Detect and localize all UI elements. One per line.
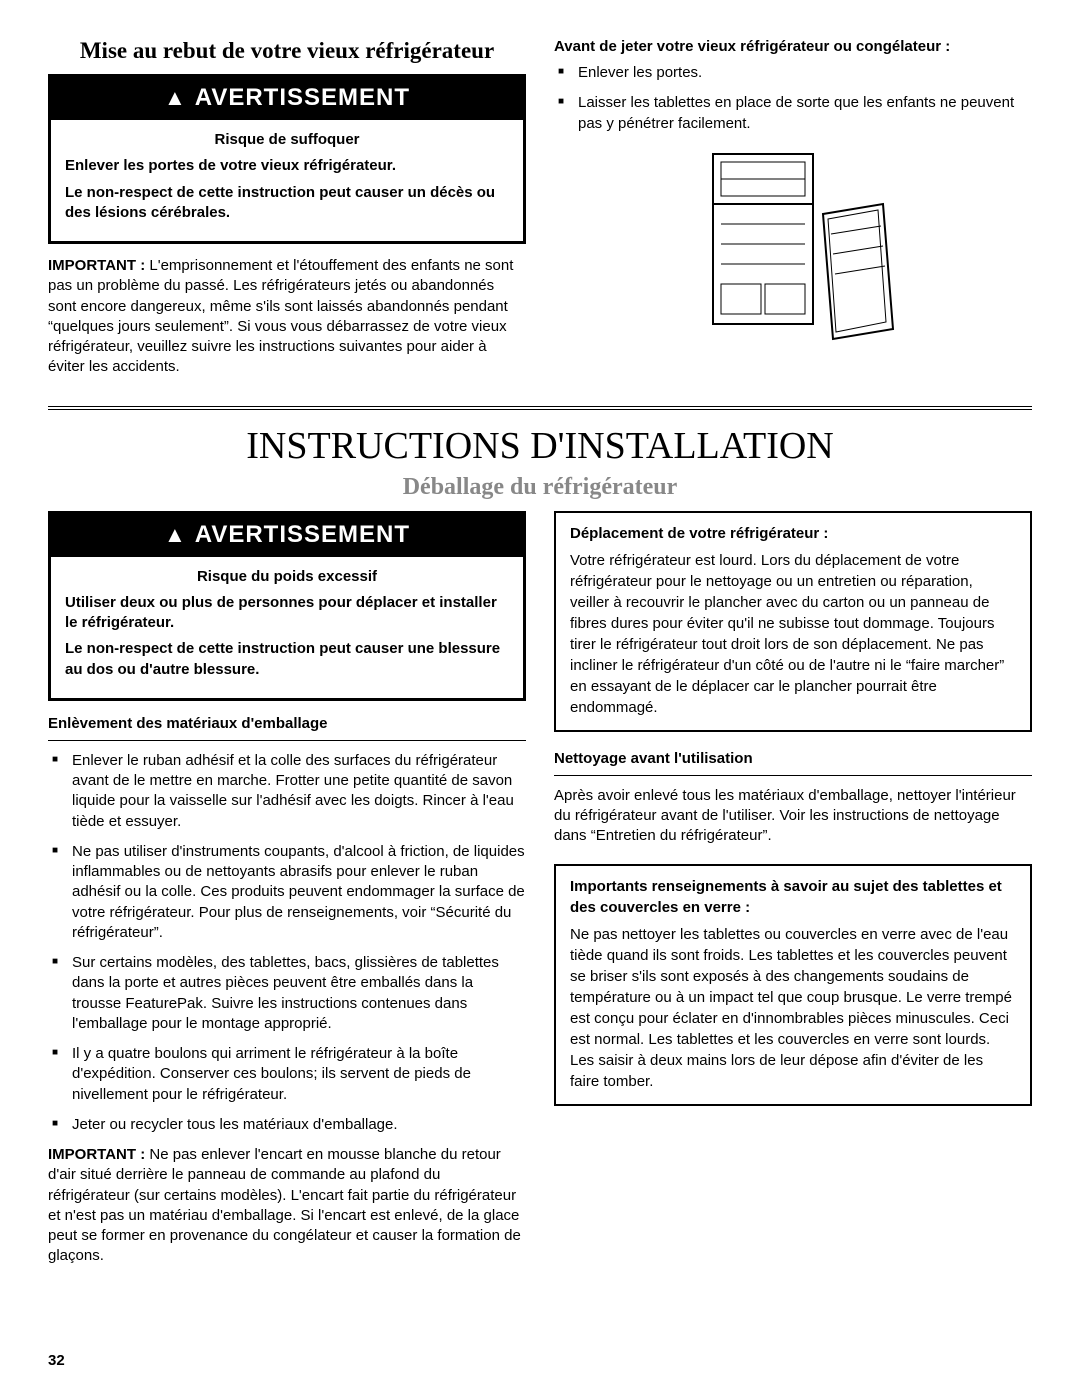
list-item: Jeter ou recycler tous les matériaux d'e…: [48, 1115, 526, 1135]
section-unpacking: ▲ AVERTISSEMENT Risque du poids excessif…: [48, 511, 1032, 1273]
warning-instruction: Utiliser deux ou plus de personnes pour …: [65, 593, 509, 634]
thin-divider: [48, 740, 526, 741]
risk-title: Risque du poids excessif: [65, 567, 509, 587]
warning-instruction: Enlever les portes de votre vieux réfrig…: [65, 156, 509, 176]
moving-heading: Déplacement de votre réfrigérateur :: [570, 523, 1016, 544]
cleaning-heading: Nettoyage avant l'utilisation: [554, 750, 1032, 767]
warning-consequence: Le non-respect de cette instruction peut…: [65, 183, 509, 224]
warning-body: Risque de suffoquer Enlever les portes d…: [51, 120, 523, 241]
removal-heading: Enlèvement des matériaux d'emballage: [48, 715, 526, 732]
section-divider: [48, 406, 1032, 410]
list-item: Laisser les tablettes en place de sorte …: [554, 93, 1032, 134]
thin-divider: [554, 775, 1032, 776]
important-label: IMPORTANT :: [48, 257, 145, 274]
list-item: Enlever le ruban adhésif et la colle des…: [48, 751, 526, 832]
warning-triangle-icon: ▲: [164, 87, 187, 109]
left-column: Mise au rebut de votre vieux réfrigérate…: [48, 38, 526, 384]
removal-list: Enlever le ruban adhésif et la colle des…: [48, 751, 526, 1135]
important-label: IMPORTANT :: [48, 1146, 145, 1163]
right-column: Avant de jeter votre vieux réfrigérateur…: [554, 38, 1032, 384]
glass-heading: Importants renseignements à savoir au su…: [570, 876, 1016, 918]
warning-bar: ▲ AVERTISSEMENT: [51, 77, 523, 120]
list-item: Ne pas utiliser d'instruments coupants, …: [48, 842, 526, 943]
warning-box-suffocation: ▲ AVERTISSEMENT Risque de suffoquer Enle…: [48, 74, 526, 244]
refrigerator-illustration: [673, 144, 913, 344]
warning-label: AVERTISSEMENT: [195, 84, 410, 112]
warning-body: Risque du poids excessif Utiliser deux o…: [51, 557, 523, 698]
important-paragraph-2: IMPORTANT : Ne pas enlever l'encart en m…: [48, 1145, 526, 1267]
disposal-heading: Mise au rebut de votre vieux réfrigérate…: [48, 38, 526, 64]
glass-text: Ne pas nettoyer les tablettes ou couverc…: [570, 926, 1012, 1090]
list-item: Sur certains modèles, des tablettes, bac…: [48, 953, 526, 1034]
right-column-2: Déplacement de votre réfrigérateur : Vot…: [554, 511, 1032, 1273]
warning-bar: ▲ AVERTISSEMENT: [51, 514, 523, 557]
warning-label: AVERTISSEMENT: [195, 521, 410, 549]
before-dispose-heading: Avant de jeter votre vieux réfrigérateur…: [554, 38, 1032, 55]
list-item: Il y a quatre boulons qui arriment le ré…: [48, 1044, 526, 1105]
risk-title: Risque de suffoquer: [65, 130, 509, 150]
warning-box-weight: ▲ AVERTISSEMENT Risque du poids excessif…: [48, 511, 526, 701]
moving-info-box: Déplacement de votre réfrigérateur : Vot…: [554, 511, 1032, 732]
page-number: 32: [48, 1352, 65, 1369]
section-disposal: Mise au rebut de votre vieux réfrigérate…: [48, 38, 1032, 384]
warning-triangle-icon: ▲: [164, 524, 187, 546]
warning-consequence: Le non-respect de cette instruction peut…: [65, 639, 509, 680]
installation-title: INSTRUCTIONS D'INSTALLATION: [48, 424, 1032, 468]
left-column-2: ▲ AVERTISSEMENT Risque du poids excessif…: [48, 511, 526, 1273]
glass-info-box: Importants renseignements à savoir au su…: [554, 864, 1032, 1106]
important-text: Ne pas enlever l'encart en mousse blanch…: [48, 1146, 521, 1264]
list-item: Enlever les portes.: [554, 63, 1032, 83]
unpacking-subtitle: Déballage du réfrigérateur: [48, 474, 1032, 501]
moving-text: Votre réfrigérateur est lourd. Lors du d…: [570, 552, 1004, 716]
cleaning-text: Après avoir enlevé tous les matériaux d'…: [554, 786, 1032, 847]
before-dispose-list: Enlever les portes. Laisser les tablette…: [554, 63, 1032, 134]
important-paragraph: IMPORTANT : L'emprisonnement et l'étouff…: [48, 256, 526, 378]
important-text: L'emprisonnement et l'étouffement des en…: [48, 257, 513, 375]
